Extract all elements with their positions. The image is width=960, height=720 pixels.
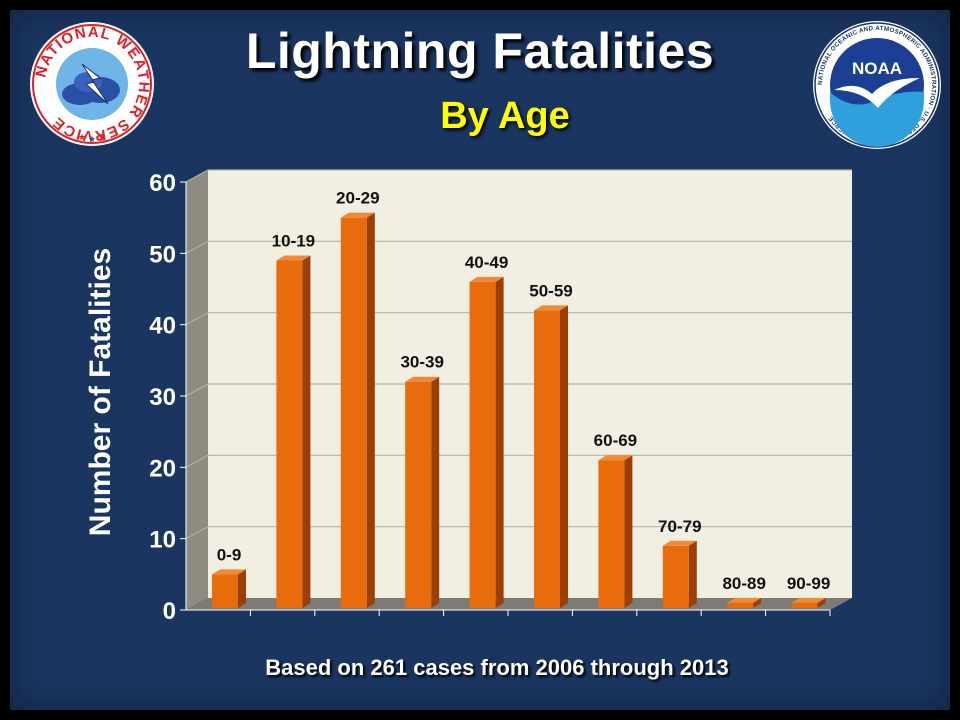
y-tick-label: 30 — [149, 384, 176, 411]
bar — [534, 310, 560, 608]
bar-side — [302, 255, 311, 608]
y-tick-label: 20 — [149, 455, 176, 482]
chart-title: Lightning Fatalities — [245, 23, 715, 79]
noaa-logo: NATIONAL OCEANIC AND ATMOSPHERIC ADMINIS… — [813, 21, 941, 149]
bar-top — [340, 212, 375, 218]
bar — [340, 217, 367, 608]
bar-category-label: 30-39 — [400, 353, 443, 372]
bar-top — [405, 376, 440, 382]
bar-top — [469, 276, 504, 282]
bar — [276, 260, 303, 608]
bar — [662, 545, 689, 608]
bar — [212, 574, 238, 608]
chart-subtitle: By Age — [440, 95, 570, 137]
svg-text:★: ★ — [88, 134, 96, 144]
bar — [405, 381, 432, 608]
svg-text:★: ★ — [98, 132, 106, 142]
y-tick-label: 50 — [149, 241, 176, 268]
bar-category-label: 10-19 — [272, 231, 315, 250]
y-tick-label: 0 — [163, 598, 176, 625]
bar — [598, 460, 625, 608]
gridline-side — [185, 383, 209, 397]
bar-category-label: 40-49 — [465, 253, 508, 272]
nws-logo: NATIONAL WEATHER SERVICE ★ ★ ★ — [30, 22, 154, 146]
bar-top — [212, 569, 246, 575]
bar-category-label: 0-9 — [217, 545, 242, 564]
svg-text:★: ★ — [78, 132, 86, 142]
bar-category-label: 70-79 — [658, 517, 701, 536]
bar — [727, 602, 754, 608]
bar-side — [688, 540, 697, 608]
bar-top — [727, 597, 762, 603]
bar-category-label: 20-29 — [336, 189, 379, 208]
bar-category-label: 50-59 — [529, 281, 572, 300]
bar-top — [534, 305, 568, 311]
bar-side — [366, 212, 375, 608]
bar-category-label: 60-69 — [594, 431, 637, 450]
gridline-side — [185, 240, 209, 254]
bar-category-label: 90-99 — [787, 574, 830, 593]
bar-side — [817, 597, 826, 608]
gridline-side — [185, 169, 209, 183]
y-tick-label: 60 — [149, 170, 176, 197]
bar — [469, 281, 496, 608]
y-axis-label: Number of Fatalities — [84, 248, 117, 536]
bar-side — [624, 455, 633, 608]
bar — [791, 602, 818, 608]
y-tick-label: 10 — [149, 527, 176, 554]
gridline-side — [185, 454, 209, 468]
bar-side — [753, 597, 762, 608]
bar-top — [598, 455, 633, 461]
noaa-center-text: NOAA — [852, 59, 902, 78]
bar-top — [791, 597, 826, 603]
gridline-side — [185, 312, 209, 326]
bar-category-label: 80-89 — [722, 574, 765, 593]
bar-side — [238, 569, 246, 608]
bar-top — [276, 255, 311, 261]
bar-side — [560, 305, 568, 608]
bar-side — [431, 376, 440, 608]
bar-side — [495, 276, 504, 608]
y-tick-label: 40 — [149, 313, 176, 340]
chart-footnote: Based on 261 cases from 2006 through 201… — [265, 655, 729, 680]
gridline-side — [185, 526, 209, 540]
bar-top — [662, 540, 697, 546]
